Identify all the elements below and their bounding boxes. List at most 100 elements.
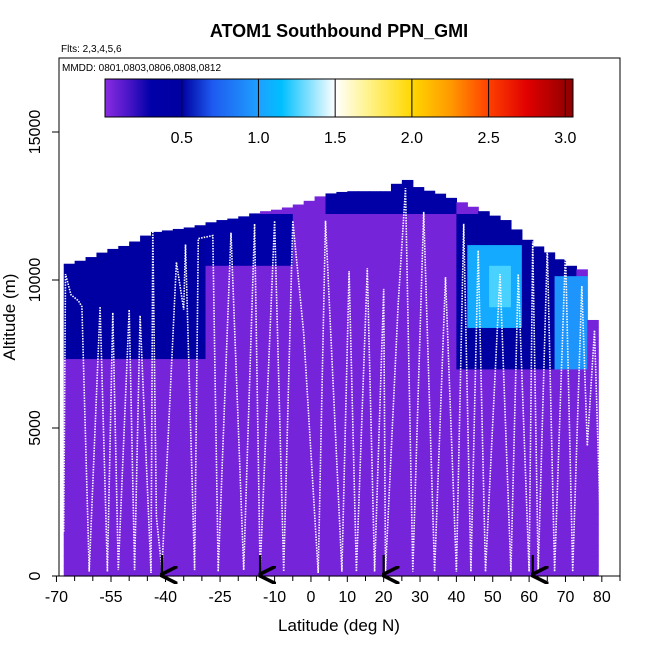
heatmap-cell [118,482,130,494]
heatmap-cell [478,358,490,370]
heatmap-cell [369,317,381,328]
heatmap-cell [576,503,588,515]
heatmap-cell [412,244,425,256]
heatmap-cell [194,265,207,277]
heatmap-cell [401,399,414,411]
heatmap-cell [325,555,338,567]
heatmap-cell [358,493,370,505]
heatmap-cell [325,493,338,505]
heatmap-cell [74,260,87,266]
heatmap-cell [216,234,228,246]
heatmap-cell [140,265,152,277]
heatmap-cell [205,358,218,370]
heatmap-cell [205,503,218,515]
heatmap-cell [172,534,185,546]
heatmap-cell [412,565,425,577]
heatmap-cell [423,379,436,391]
heatmap-cell [292,254,305,266]
heatmap-cell [249,410,261,422]
heatmap-cell [281,358,294,370]
heatmap-cell [74,337,87,349]
heatmap-cell [205,379,218,391]
heatmap-cell [118,430,130,442]
heatmap-cell [74,265,87,277]
heatmap-cell [456,482,468,494]
heatmap-cell [347,327,359,339]
heatmap-cell [161,482,174,494]
heatmap-cell [521,441,534,453]
heatmap-cell [500,555,512,567]
heatmap-cell [380,327,392,339]
heatmap-cell [401,317,414,328]
heatmap-cell [292,213,305,225]
heatmap-cell [249,472,261,484]
heatmap-cell [467,389,479,401]
heatmap-cell [238,534,250,546]
heatmap-cell [129,368,141,380]
heatmap-cell [118,265,130,277]
heatmap-cell [325,317,338,328]
heatmap-cell [380,306,392,318]
heatmap-cell [401,244,414,256]
colorbar-tick-label: 3.0 [554,130,576,147]
heatmap-cell [205,555,218,567]
heatmap-cell [249,399,261,411]
heatmap-cell [456,223,468,235]
heatmap-cell [390,296,403,308]
heatmap-cell [434,493,447,505]
heatmap-cell [63,306,76,318]
heatmap-cell [172,430,185,442]
heatmap-cell [63,379,76,391]
heatmap-cell [260,430,272,442]
heatmap-cell [412,482,425,494]
heatmap-cell [401,254,414,266]
heatmap-cell [380,275,392,287]
heatmap-cell [216,565,228,577]
heatmap-cell [412,534,425,546]
heatmap-cell [369,327,381,339]
heatmap-cell [161,389,174,401]
heatmap-cell [107,462,119,473]
heatmap-cell [129,337,141,349]
heatmap-cell [172,555,185,567]
heatmap-cell [401,348,414,360]
heatmap-cell [423,317,436,328]
heatmap-cell [270,358,283,370]
heatmap-cell [412,399,425,411]
heatmap-cell [445,482,457,494]
heatmap-cell [205,337,218,349]
heatmap-cell [576,275,588,287]
heatmap-cell [172,513,185,525]
heatmap-cell [554,259,567,266]
heatmap-cell [150,420,163,432]
heatmap-cell [478,213,490,225]
heatmap-cell [500,285,512,297]
heatmap-cell [434,265,447,277]
heatmap-cell [456,368,468,380]
heatmap-cell [172,285,185,297]
heatmap-cell [401,451,414,463]
heatmap-cell [249,451,261,463]
heatmap-cell [478,493,490,505]
heatmap-cell [489,513,501,525]
heatmap-cell [260,368,272,380]
heatmap-cell [554,296,567,308]
heatmap-cell [249,389,261,401]
heatmap-cell [63,524,76,536]
heatmap-cell [478,565,490,577]
heatmap-cell [314,196,327,204]
heatmap-cell [281,368,294,380]
heatmap-cell [543,285,556,297]
heatmap-cell [216,399,228,411]
heatmap-cell [96,441,108,453]
heatmap-cell [281,544,294,556]
heatmap-cell [521,565,534,577]
heatmap-cell [543,513,556,525]
heatmap-cell [85,462,98,473]
heatmap-cell [478,244,490,256]
heatmap-cell [390,472,403,484]
heatmap-cell [380,296,392,308]
heatmap-cell [227,420,239,432]
heatmap-cell [489,493,501,505]
heatmap-cell [467,285,479,297]
